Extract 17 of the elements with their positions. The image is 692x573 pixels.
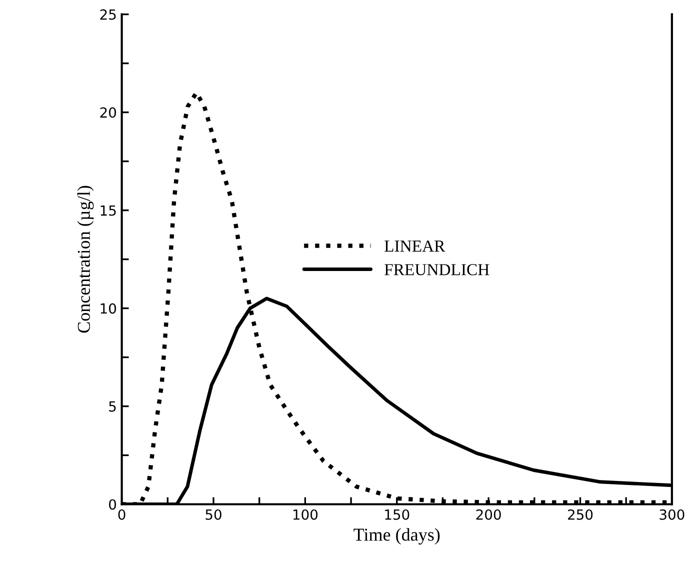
x-axis-title: Time (days) [354,528,440,545]
x-tick-label: 100 [293,509,318,520]
legend-label: LINEAR [384,240,446,252]
x-tick-label: 0 [118,509,126,520]
x-tick-label: 50 [206,509,222,520]
x-tick-label: 250 [568,509,593,520]
x-tick-label: 300 [660,509,684,520]
x-tick-label: 150 [385,509,410,520]
y-axis-title: Concentration (µg/l) [77,186,94,333]
y-tick-label: 15 [100,205,116,216]
y-tick-label: 5 [109,401,116,412]
y-tick-label: 0 [109,499,116,510]
y-tick-label: 10 [100,303,116,314]
x-tick-label: 200 [476,509,501,520]
y-tick-label: 20 [100,107,116,118]
legend-label: FREUNDLICH [384,264,490,276]
y-tick-label: 25 [100,9,116,20]
